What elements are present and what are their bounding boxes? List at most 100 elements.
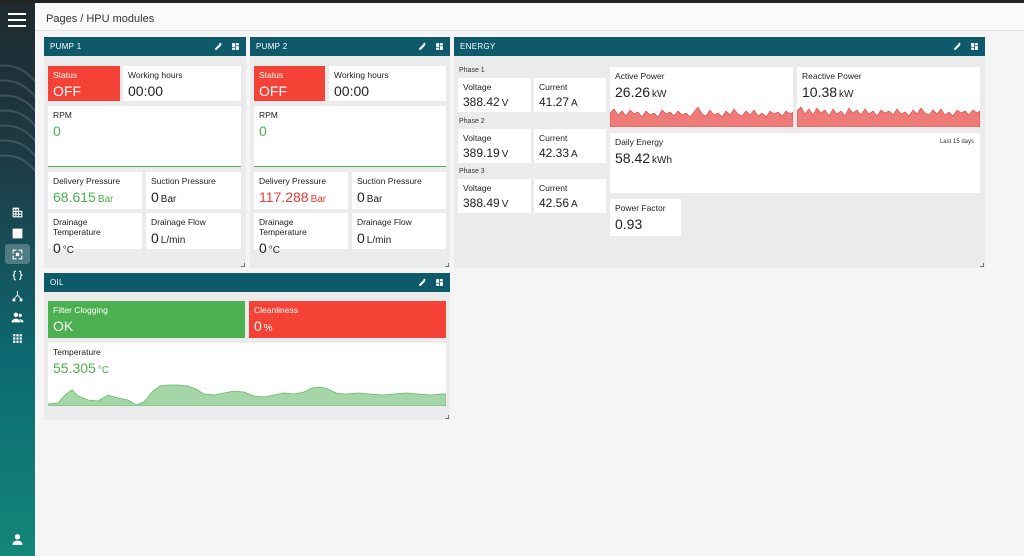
daily-energy-label: Daily Energy <box>615 137 664 147</box>
apps-icon[interactable] <box>5 328 30 348</box>
current-value: 42.56 <box>539 196 570 210</box>
drainage-temperature-value: 0 <box>259 240 267 256</box>
working-hours-value: 00:00 <box>128 83 164 99</box>
voltage-label: Voltage <box>463 183 492 193</box>
resize-handle[interactable] <box>445 415 449 419</box>
drainage-temperature-card: Drainage Temperature 0 °C <box>48 213 142 256</box>
edit-icon[interactable] <box>418 278 427 287</box>
unit: Bar <box>366 194 383 205</box>
delivery-pressure-card: Delivery Pressure 117.288 Bar <box>254 172 348 209</box>
widget-title: PUMP 1 <box>50 42 82 51</box>
drainage-flow-label: Drainage Flow <box>151 217 206 227</box>
delivery-pressure-label: Delivery Pressure <box>259 176 327 186</box>
expand-icon[interactable] <box>5 244 30 264</box>
rpm-line <box>48 166 241 167</box>
pump2-widget: PUMP 2 Status OFF Working hours 00:00 RP… <box>250 37 450 268</box>
drainage-flow-value: 0 <box>357 230 365 246</box>
drainage-temperature-label: Drainage Temperature <box>53 217 101 237</box>
phase-3-label: Phase 3 <box>459 168 485 175</box>
rpm-label: RPM <box>259 110 278 120</box>
widget-title: OIL <box>50 278 64 287</box>
hierarchy-icon[interactable] <box>5 286 30 306</box>
reactive-power-value: 10.38 <box>802 84 838 100</box>
current-value: 42.33 <box>539 146 570 160</box>
widget-header: PUMP 2 <box>250 37 450 56</box>
reactive-power-label: Reactive Power <box>802 71 862 81</box>
filter-clogging-card: Filter Clogging OK <box>48 301 245 338</box>
phase-2-label: Phase 2 <box>459 118 485 125</box>
temperature-value: 55.305 <box>53 360 96 376</box>
oil-widget: OIL Filter Clogging OK Cleanliness 0% Te… <box>44 273 450 420</box>
status-card: Status OFF <box>48 66 120 101</box>
unit: °C <box>62 245 75 256</box>
pump1-widget: PUMP 1 Status OFF Working hours 00:00 RP… <box>44 37 246 268</box>
unit: Bar <box>160 194 177 205</box>
drainage-flow-label: Drainage Flow <box>357 217 412 227</box>
unit: Bar <box>97 194 114 205</box>
edit-icon[interactable] <box>418 42 427 51</box>
current-value: 41.27 <box>539 95 570 109</box>
voltage-value: 388.42 <box>463 95 500 109</box>
resize-handle[interactable] <box>445 263 449 267</box>
phase-2-voltage-card: Voltage 389.19 V <box>458 129 531 163</box>
drainage-temperature-value: 0 <box>53 240 61 256</box>
unit: kWh <box>652 155 673 166</box>
unit: °C <box>268 245 281 256</box>
phase-1-label: Phase 1 <box>459 67 485 74</box>
edit-icon[interactable] <box>953 42 962 51</box>
building-icon[interactable] <box>5 202 30 222</box>
working-hours-card: Working hours 00:00 <box>329 66 446 101</box>
temperature-label: Temperature <box>53 347 101 357</box>
status-label: Status <box>53 70 78 80</box>
menu-icon[interactable] <box>8 13 26 27</box>
working-hours-label: Working hours <box>128 70 183 80</box>
unit: °C <box>97 365 110 376</box>
status-value: OFF <box>53 83 81 99</box>
cleanliness-card: Cleanliness 0% <box>249 301 446 338</box>
delivery-pressure-value: 117.288 <box>259 189 309 205</box>
unit: V <box>501 199 509 210</box>
unit: A <box>571 199 578 210</box>
daily-energy-range-note: Last 15 days <box>939 139 974 145</box>
rpm-card: RPM 0 <box>48 106 241 167</box>
reactive-power-card: Reactive Power 10.38 kW <box>797 67 980 127</box>
working-hours-card: Working hours 00:00 <box>123 66 241 101</box>
delivery-pressure-card: Delivery Pressure 68.615 Bar <box>48 172 142 209</box>
suction-pressure-value: 0 <box>151 189 159 205</box>
dashboard-icon[interactable] <box>435 278 444 287</box>
resize-handle[interactable] <box>241 263 245 267</box>
dashboard-icon[interactable] <box>970 42 979 51</box>
suction-pressure-card: Suction Pressure 0 Bar <box>146 172 241 209</box>
widget-header: PUMP 1 <box>44 37 246 56</box>
rpm-value: 0 <box>53 123 61 139</box>
drainage-temperature-label: Drainage Temperature <box>259 217 307 237</box>
working-hours-value: 00:00 <box>334 83 370 99</box>
current-label: Current <box>539 82 568 92</box>
status-card: Status OFF <box>254 66 325 101</box>
dashboard-icon[interactable] <box>435 42 444 51</box>
delivery-pressure-label: Delivery Pressure <box>53 176 121 186</box>
dashboard-icon[interactable] <box>231 42 240 51</box>
phase-1-voltage-card: Voltage 388.42 V <box>458 78 531 112</box>
cleanliness-value: 0 <box>254 318 262 334</box>
rpm-line <box>254 166 446 167</box>
status-label: Status <box>259 70 284 80</box>
suction-pressure-value: 0 <box>357 189 365 205</box>
voltage-value: 388.49 <box>463 196 500 210</box>
unit: kW <box>839 89 854 100</box>
user-icon[interactable] <box>5 529 30 549</box>
edit-icon[interactable] <box>214 42 223 51</box>
drainage-temperature-card: Drainage Temperature 0 °C <box>254 213 348 256</box>
window-top-border <box>0 0 1024 3</box>
drainage-flow-card: Drainage Flow 0 L/min <box>352 213 446 249</box>
voltage-value: 389.19 <box>463 146 500 160</box>
fingerprint-logo-icon <box>0 64 35 173</box>
power-factor-label: Power Factor <box>615 203 666 213</box>
power-factor-value: 0.93 <box>615 216 643 232</box>
bar-chart-icon[interactable] <box>5 223 30 243</box>
power-factor-card: Power Factor 0.93 <box>610 199 681 236</box>
unit: % <box>263 323 273 334</box>
people-icon[interactable] <box>5 307 30 327</box>
resize-handle[interactable] <box>980 263 984 267</box>
braces-icon[interactable] <box>5 265 30 285</box>
